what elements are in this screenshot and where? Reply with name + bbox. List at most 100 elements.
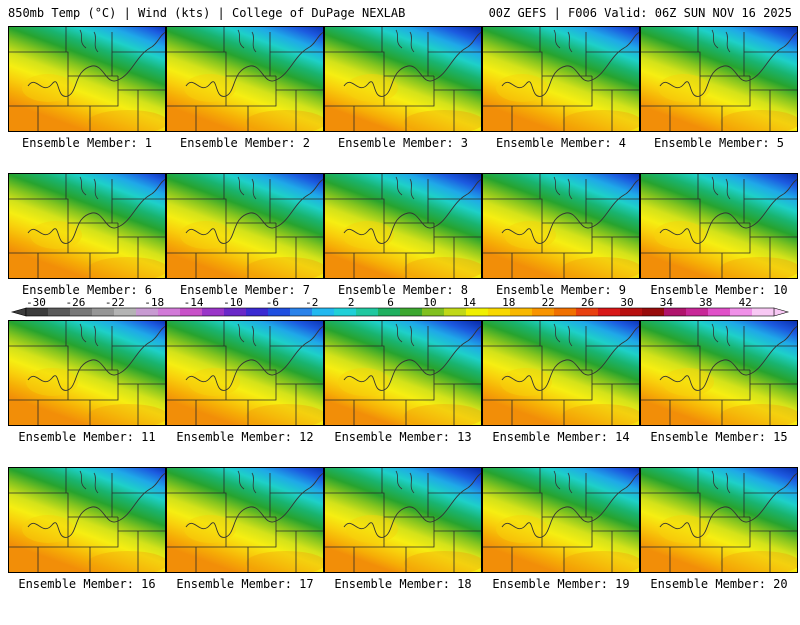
temperature-map[interactable] <box>166 26 324 132</box>
colorbar-tick-label: 14 <box>463 296 477 309</box>
temperature-map[interactable] <box>482 467 640 573</box>
colorbar-tick-label: 2 <box>348 296 355 309</box>
ensemble-member-label: Ensemble Member: 1 <box>21 136 153 150</box>
map-graphic <box>324 467 482 573</box>
ensemble-member-label: Ensemble Member: 4 <box>495 136 627 150</box>
ensemble-member-label: Ensemble Member: 7 <box>179 283 311 297</box>
ensemble-panel[interactable]: Ensemble Member: 1 <box>8 26 166 184</box>
colorbar-swatch <box>708 308 731 316</box>
colorbar-swatch <box>576 308 599 316</box>
colorbar-swatch <box>114 308 137 316</box>
map-graphic <box>166 320 324 426</box>
temperature-map[interactable] <box>166 173 324 279</box>
temperature-map[interactable] <box>8 320 166 426</box>
temperature-map[interactable] <box>482 173 640 279</box>
colorbar-swatch <box>202 308 225 316</box>
colorbar-swatch <box>488 308 511 316</box>
ensemble-member-label: Ensemble Member: 5 <box>653 136 785 150</box>
map-graphic <box>324 320 482 426</box>
colorbar-swatch <box>620 308 643 316</box>
colorbar-swatch <box>598 308 621 316</box>
ensemble-member-label: Ensemble Member: 10 <box>650 283 788 297</box>
temperature-map[interactable] <box>166 467 324 573</box>
colorbar-swatch <box>466 308 489 316</box>
ensemble-member-label: Ensemble Member: 19 <box>492 577 630 591</box>
ensemble-panel[interactable]: Ensemble Member: 15 <box>640 320 798 478</box>
ensemble-panel[interactable]: Ensemble Member: 8 <box>324 173 482 331</box>
colorbar-tick-label: 42 <box>739 296 752 309</box>
ensemble-panel[interactable]: Ensemble Member: 16 <box>8 467 166 625</box>
colorbar-tick-label: -2 <box>305 296 318 309</box>
temperature-map[interactable] <box>324 173 482 279</box>
ensemble-panel[interactable]: Ensemble Member: 2 <box>166 26 324 184</box>
temperature-map[interactable] <box>8 173 166 279</box>
model-run-valid-time: 00Z GEFS | F006 Valid: 06Z SUN NOV 16 20… <box>488 6 792 20</box>
map-graphic <box>640 320 798 426</box>
map-graphic <box>324 173 482 279</box>
ensemble-member-label: Ensemble Member: 15 <box>650 430 788 444</box>
colorbar-swatch <box>532 308 555 316</box>
map-graphic <box>166 467 324 573</box>
ensemble-member-label: Ensemble Member: 13 <box>334 430 472 444</box>
ensemble-panel[interactable]: Ensemble Member: 17 <box>166 467 324 625</box>
ensemble-member-label: Ensemble Member: 9 <box>495 283 627 297</box>
colorbar-swatch <box>334 308 357 316</box>
map-graphic <box>8 173 166 279</box>
colorbar-tick-label: 6 <box>387 296 394 309</box>
colorbar-swatch <box>730 308 753 316</box>
ensemble-panel[interactable]: Ensemble Member: 4 <box>482 26 640 184</box>
ensemble-panel[interactable]: Ensemble Member: 19 <box>482 467 640 625</box>
colorbar-swatch <box>158 308 181 316</box>
temperature-map[interactable] <box>640 320 798 426</box>
ensemble-member-label: Ensemble Member: 16 <box>18 577 156 591</box>
temperature-map[interactable] <box>324 320 482 426</box>
map-graphic <box>324 26 482 132</box>
ensemble-panel[interactable]: Ensemble Member: 10 <box>640 173 798 331</box>
temperature-map[interactable] <box>324 467 482 573</box>
colorbar-swatch <box>356 308 379 316</box>
colorbar-tick-label: 30 <box>620 296 633 309</box>
colorbar-swatch <box>642 308 665 316</box>
ensemble-panel[interactable]: Ensemble Member: 13 <box>324 320 482 478</box>
ensemble-member-label: Ensemble Member: 2 <box>179 136 311 150</box>
colorbar-swatch <box>246 308 269 316</box>
map-graphic <box>8 320 166 426</box>
chart-title: 850mb Temp (°C) | Wind (kts) | College o… <box>8 6 406 20</box>
temperature-map[interactable] <box>166 320 324 426</box>
map-graphic <box>640 26 798 132</box>
temperature-map[interactable] <box>8 467 166 573</box>
colorbar-tick-label: -22 <box>105 296 125 309</box>
colorbar-tick-label: 22 <box>542 296 555 309</box>
temperature-map[interactable] <box>640 173 798 279</box>
temperature-map[interactable] <box>482 26 640 132</box>
map-graphic <box>482 467 640 573</box>
temperature-map[interactable] <box>640 467 798 573</box>
ensemble-panel[interactable]: Ensemble Member: 5 <box>640 26 798 184</box>
ensemble-member-label: Ensemble Member: 11 <box>18 430 156 444</box>
colorbar-swatch <box>48 308 71 316</box>
temperature-map[interactable] <box>640 26 798 132</box>
ensemble-panel[interactable]: Ensemble Member: 9 <box>482 173 640 331</box>
ensemble-member-label: Ensemble Member: 17 <box>176 577 314 591</box>
ensemble-panel[interactable]: Ensemble Member: 3 <box>324 26 482 184</box>
ensemble-member-label: Ensemble Member: 3 <box>337 136 469 150</box>
ensemble-panel[interactable]: Ensemble Member: 14 <box>482 320 640 478</box>
ensemble-panel[interactable]: Ensemble Member: 7 <box>166 173 324 331</box>
map-graphic <box>482 26 640 132</box>
ensemble-member-label: Ensemble Member: 14 <box>492 430 630 444</box>
ensemble-panel[interactable]: Ensemble Member: 11 <box>8 320 166 478</box>
temperature-map[interactable] <box>8 26 166 132</box>
map-graphic <box>8 467 166 573</box>
temperature-map[interactable] <box>324 26 482 132</box>
colorbar-tick-label: 38 <box>699 296 712 309</box>
ensemble-panel[interactable]: Ensemble Member: 12 <box>166 320 324 478</box>
colorbar-tick-label: -30 <box>26 296 46 309</box>
colorbar-swatch <box>378 308 401 316</box>
ensemble-panel[interactable]: Ensemble Member: 20 <box>640 467 798 625</box>
colorbar-tick-label: -26 <box>65 296 85 309</box>
temperature-map[interactable] <box>482 320 640 426</box>
ensemble-panel[interactable]: Ensemble Member: 6 <box>8 173 166 331</box>
colorbar-tick-label: -10 <box>223 296 243 309</box>
ensemble-panel[interactable]: Ensemble Member: 18 <box>324 467 482 625</box>
colorbar-tick-label: 34 <box>660 296 674 309</box>
